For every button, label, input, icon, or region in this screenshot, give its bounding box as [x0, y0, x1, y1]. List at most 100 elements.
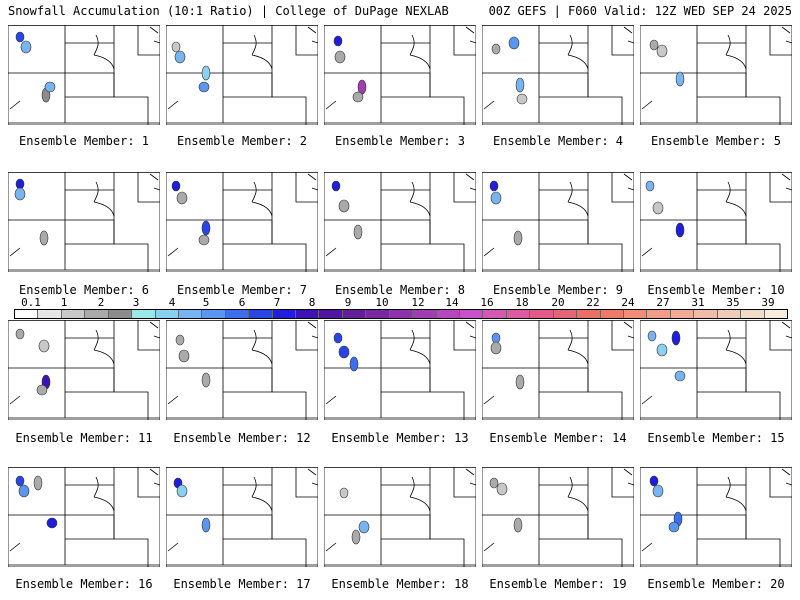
ensemble-member-map: [324, 467, 476, 567]
snowfall-blob: [675, 222, 685, 238]
snowfall-blob: [176, 484, 188, 498]
snowfall-blob: [491, 332, 501, 344]
snowfall-blob: [15, 31, 25, 43]
colorbar-tick-label: 31: [691, 296, 705, 309]
snowfall-blob: [649, 39, 659, 51]
member-caption: Ensemble Member: 3: [334, 134, 466, 148]
snowfall-blob: [491, 43, 501, 55]
model-run-valid-time: 00Z GEFS | F060 Valid: 12Z WED SEP 24 20…: [488, 4, 792, 18]
member-caption: Ensemble Member: 17: [173, 577, 311, 591]
member-map: [482, 467, 634, 567]
snowfall-blob: [339, 487, 349, 499]
colorbar-tick-label: 35: [726, 296, 740, 309]
colorbar-tick-label: 39: [761, 296, 775, 309]
colorbar-segment: [225, 310, 250, 318]
snowfall-blob: [39, 230, 49, 246]
snowfall-blob: [515, 374, 525, 390]
colorbar-segment: [670, 310, 695, 318]
colorbar-tick-label: 27: [656, 296, 670, 309]
colorbar-tick-label: 12: [411, 296, 425, 309]
colorbar-tick-label: 3: [132, 296, 140, 309]
member-caption: Ensemble Member: 5: [650, 134, 782, 148]
member-caption: Ensemble Member: 12: [173, 431, 311, 445]
member-map: [482, 320, 634, 420]
colorbar-segment: [108, 310, 133, 318]
colorbar-segment: [741, 310, 765, 318]
colorbar-segment: [553, 310, 578, 318]
colorbar-segment: [764, 310, 787, 318]
snowfall-blob: [20, 40, 32, 54]
colorbar-segment: [647, 310, 671, 318]
snowfall-blob: [338, 345, 350, 359]
snowfall-blob: [18, 484, 30, 498]
ensemble-member-map: [324, 172, 476, 272]
member-map: [166, 172, 318, 272]
snowfall-blob: [15, 178, 25, 190]
snowfall-blob: [46, 517, 58, 529]
member-caption: Ensemble Member: 15: [647, 431, 785, 445]
member-caption: Ensemble Member: 7: [176, 283, 308, 297]
ensemble-member-map: [166, 25, 318, 125]
colorbar-tick-label: 4: [168, 296, 176, 309]
snowfall-blob: [338, 199, 350, 213]
colorbar-tick-label: 0.1: [21, 296, 41, 309]
snowfall-blob: [352, 91, 364, 103]
colorbar-tick-label: 18: [515, 296, 529, 309]
snowfall-blob: [353, 224, 363, 240]
ensemble-member-map: [8, 25, 160, 125]
snowfall-blob: [489, 180, 499, 192]
colorbar-segment: [389, 310, 414, 318]
colorbar-segment: [436, 310, 461, 318]
snowfall-blob: [14, 187, 26, 201]
snowfall-blob: [649, 475, 659, 487]
snowfall-blob: [201, 372, 211, 388]
ensemble-member-map: [166, 467, 318, 567]
member-map: [166, 320, 318, 420]
snowfall-blob: [349, 356, 359, 372]
snowfall-blob: [647, 330, 657, 342]
member-map: [640, 25, 792, 125]
snowfall-blob: [174, 50, 186, 64]
ensemble-member-map: [166, 172, 318, 272]
colorbar-tick-label: 5: [202, 296, 210, 309]
colorbar-segment: [694, 310, 718, 318]
ensemble-member-map: [482, 467, 634, 567]
colorbar-tick-label: 14: [445, 296, 459, 309]
snowfall-blob: [176, 191, 188, 205]
member-caption: Ensemble Member: 6: [18, 283, 150, 297]
colorbar-tick-label: 1: [60, 296, 68, 309]
snowfall-blob: [171, 41, 181, 53]
colorbar-segment: [132, 310, 156, 318]
member-caption: Ensemble Member: 20: [647, 577, 785, 591]
member-caption: Ensemble Member: 9: [492, 283, 624, 297]
snowfall-blob: [201, 220, 211, 236]
colorbar-segment: [342, 310, 367, 318]
member-caption: Ensemble Member: 19: [489, 577, 627, 591]
colorbar-segment: [178, 310, 203, 318]
colorbar-tick-label: 22: [586, 296, 600, 309]
colorbar-tick-label: 2: [97, 296, 105, 309]
snowfall-blob: [656, 44, 668, 58]
snowfall-colorbar: [14, 309, 788, 319]
snowfall-blob: [198, 81, 210, 93]
snowfall-blob: [508, 36, 520, 50]
colorbar-segment: [483, 310, 507, 318]
colorbar-tick-label: 10: [375, 296, 389, 309]
snowfall-blob: [490, 191, 502, 205]
member-map: [482, 172, 634, 272]
member-caption: Ensemble Member: 18: [331, 577, 469, 591]
ensemble-member-map: [482, 172, 634, 272]
member-caption: Ensemble Member: 14: [489, 431, 627, 445]
member-map: [324, 320, 476, 420]
snowfall-blob: [496, 482, 508, 496]
ensemble-member-map: [640, 467, 792, 567]
ensemble-member-map: [166, 320, 318, 420]
colorbar-tick-label: 9: [344, 296, 352, 309]
snowfall-blob: [515, 77, 525, 93]
ensemble-member-map: [482, 25, 634, 125]
snowfall-blob: [201, 65, 211, 81]
colorbar-segment: [506, 310, 531, 318]
member-map: [8, 467, 160, 567]
ensemble-member-map: [640, 25, 792, 125]
snowfall-blob: [674, 370, 686, 382]
